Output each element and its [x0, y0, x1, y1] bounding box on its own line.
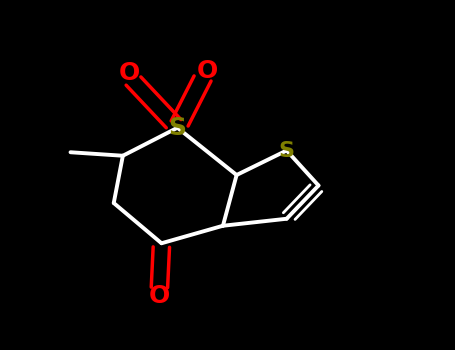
- Text: S: S: [168, 116, 187, 140]
- Text: S: S: [278, 140, 295, 161]
- Text: O: O: [149, 285, 170, 308]
- Text: O: O: [197, 59, 217, 83]
- Text: O: O: [119, 62, 140, 85]
